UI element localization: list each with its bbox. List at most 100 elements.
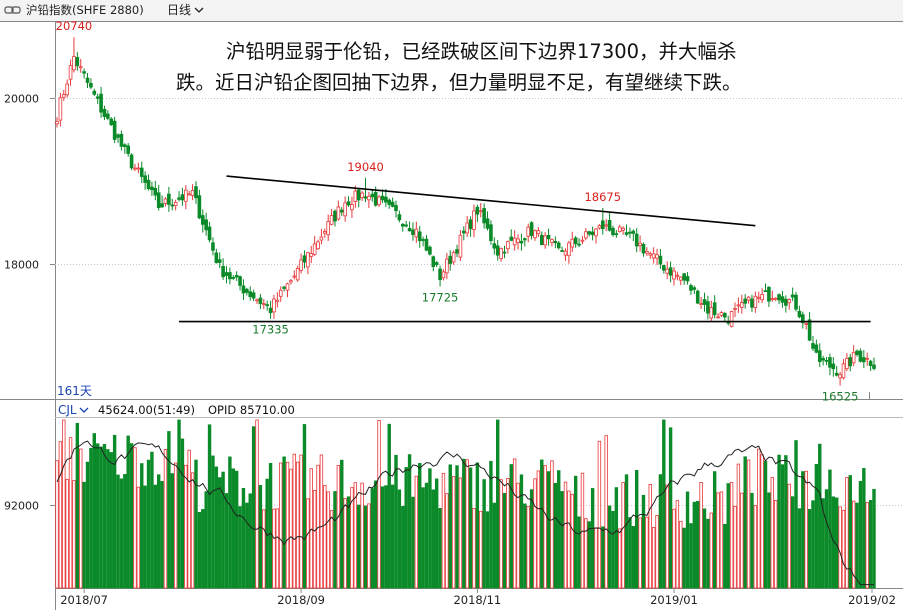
candle — [685, 272, 690, 285]
candle-body — [336, 206, 341, 220]
volume-bar — [448, 464, 452, 589]
candle-body — [594, 228, 598, 237]
volume-bar — [746, 459, 751, 589]
candle — [102, 105, 107, 121]
candle — [387, 198, 392, 209]
candle — [343, 196, 347, 222]
candle-body — [228, 272, 232, 280]
price-grid — [55, 98, 903, 265]
candle — [65, 79, 69, 98]
candle-body — [116, 134, 120, 138]
volume-bar — [512, 458, 517, 589]
candle-body — [546, 234, 551, 240]
volume-bar — [184, 464, 188, 589]
candle-body — [780, 296, 785, 303]
price-y-axis: 20000 18000 — [4, 93, 55, 272]
candle-body — [655, 254, 659, 259]
candle — [153, 180, 158, 201]
candle-body — [709, 307, 714, 319]
candle-body — [678, 276, 683, 281]
period-selector[interactable]: 日线 — [167, 3, 191, 17]
candle-body — [163, 198, 168, 204]
volume-bar — [648, 484, 652, 589]
candle — [736, 297, 741, 313]
volume-bar — [255, 419, 259, 589]
candle-body — [641, 243, 646, 254]
volume-bar — [767, 492, 771, 589]
volume-bar — [712, 471, 717, 589]
volume-bar — [553, 482, 558, 589]
volume-bar — [234, 470, 239, 589]
candle — [478, 202, 483, 218]
chevron-down-icon[interactable] — [79, 407, 89, 413]
candle — [550, 238, 554, 247]
volume-bar — [201, 509, 205, 589]
candle — [770, 290, 775, 302]
candle-body — [553, 241, 558, 244]
candle-body — [682, 273, 686, 281]
candle — [339, 207, 344, 216]
candle — [224, 266, 229, 284]
candle — [99, 86, 103, 118]
candle-body — [231, 277, 236, 279]
candle-body — [753, 295, 758, 309]
volume-bar — [641, 494, 646, 589]
candle — [448, 250, 453, 271]
candle-body — [807, 319, 812, 341]
chevron-down-icon[interactable] — [194, 7, 204, 13]
candle-body — [743, 298, 747, 304]
annotation-line-2: 跌。近日沪铅企图回抽下边界，但力量明显不足，有望继续下跌。 — [176, 71, 742, 94]
candle — [370, 190, 375, 202]
candle-body — [367, 195, 371, 201]
candle — [821, 355, 825, 366]
candle — [590, 226, 595, 241]
candle — [834, 365, 839, 377]
volume-bar — [868, 500, 873, 589]
candle — [597, 224, 602, 230]
candle-body — [600, 220, 605, 230]
candle — [394, 200, 398, 218]
candle — [346, 196, 351, 207]
volume-bar — [357, 504, 361, 589]
volume-bar — [763, 460, 768, 589]
volume-bar — [377, 420, 381, 589]
candle-body — [699, 303, 703, 305]
candle-body — [217, 259, 222, 263]
candle-body — [167, 193, 171, 205]
volume-bar — [404, 467, 408, 589]
candle-body — [85, 77, 90, 83]
volume-indicator-name[interactable]: CJL — [58, 403, 77, 417]
volume-bar — [75, 422, 80, 589]
volume-bar — [204, 491, 208, 589]
volume-bar — [411, 496, 415, 589]
volume-bar — [160, 481, 164, 589]
x-tick-label: 2018/11 — [453, 593, 501, 607]
candle — [109, 117, 114, 126]
candle — [648, 251, 653, 259]
candle-body — [387, 199, 392, 205]
candle — [723, 312, 727, 323]
candle — [126, 142, 130, 157]
candle — [868, 359, 873, 372]
link-icon[interactable] — [4, 6, 21, 14]
annotation-line-1: 沪铅明显弱于伦铅，已经跌破区间下边界17300，并大幅杀 — [226, 40, 737, 63]
candle — [95, 93, 100, 104]
candle-body — [126, 145, 130, 154]
candle — [811, 335, 815, 351]
volume-bar — [346, 496, 351, 589]
candle-body — [821, 358, 825, 361]
volume-bar — [865, 502, 869, 589]
volume-bar — [472, 507, 476, 589]
volume-bar — [333, 491, 337, 589]
candle-body — [763, 290, 768, 293]
volume-bar — [685, 491, 690, 589]
candle — [312, 236, 317, 256]
candle-body — [567, 242, 571, 257]
candle — [485, 211, 490, 231]
volume-bar — [55, 460, 59, 589]
price-label-low: 16525 — [822, 390, 859, 404]
volume-bar — [628, 517, 632, 589]
candle-body — [112, 120, 117, 140]
candlestick-series — [55, 37, 876, 386]
candle-body — [326, 221, 331, 236]
